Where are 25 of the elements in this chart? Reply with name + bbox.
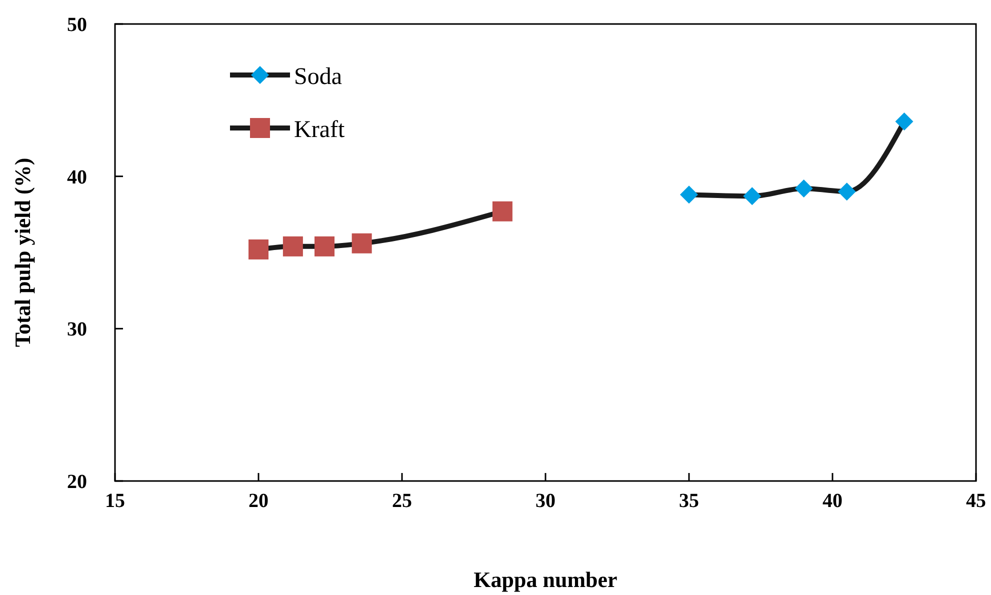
y-tick-label: 30 [67,318,87,341]
point [248,239,268,260]
y-axis-title: Total pulp yield (%) [10,158,35,348]
x-tick-label: 35 [679,490,699,512]
point [895,112,914,130]
y-tick-label: 50 [67,14,87,36]
point [282,236,303,256]
point [743,187,762,206]
x-tick-label: 40 [822,490,842,512]
point [794,180,813,198]
legend-label: Kraft [294,117,345,143]
point [352,233,372,254]
point [492,201,512,222]
legend-label: Soda [294,64,342,90]
point [314,236,335,256]
x-tick-label: 30 [536,490,556,512]
point [838,182,856,201]
x-tick-label: 45 [966,490,986,512]
x-tick-label: 25 [392,490,412,512]
x-tick-label: 15 [105,490,125,512]
x-axis-title: Kappa number [474,567,618,592]
x-tick-label: 20 [248,490,268,512]
point [680,186,698,204]
y-tick-label: 20 [67,471,87,493]
y-tick-label: 40 [67,166,87,188]
